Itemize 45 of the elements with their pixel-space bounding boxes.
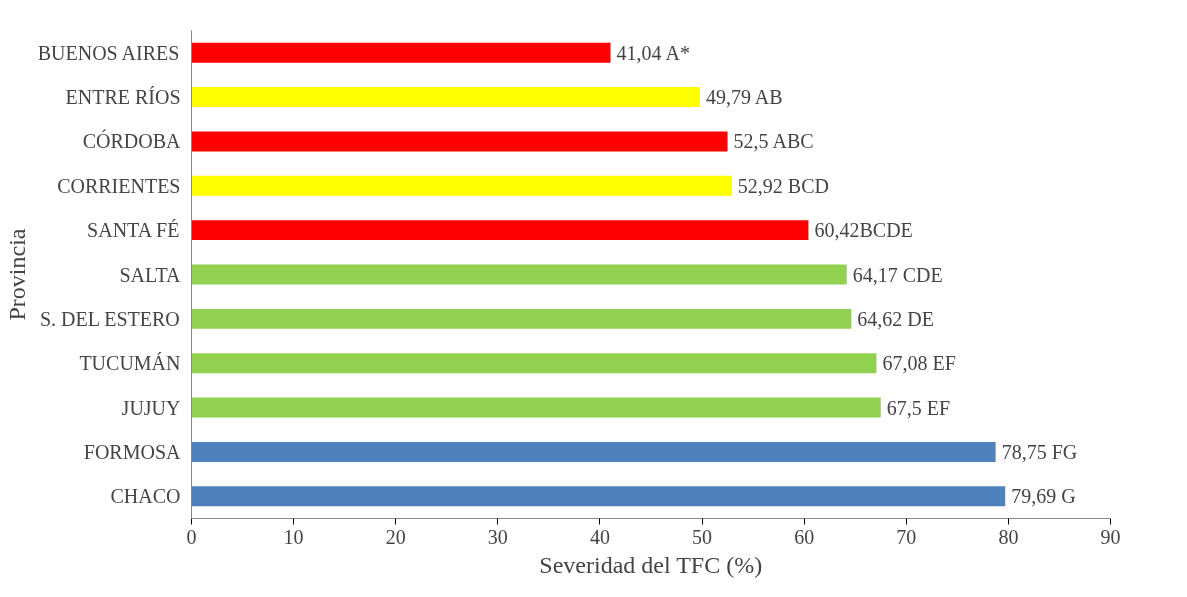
- bar: [191, 486, 1006, 507]
- y-tick-label: JUJUY: [121, 396, 181, 419]
- x-tick-label: 80: [998, 525, 1019, 548]
- bar: [191, 220, 809, 241]
- data-label: 64,62 DE: [857, 307, 935, 330]
- bar: [191, 42, 611, 63]
- bar: [191, 441, 996, 462]
- data-label: 49,79 AB: [705, 86, 783, 109]
- data-label: 79,69 G: [1011, 485, 1076, 508]
- x-tick-label: 70: [896, 525, 917, 548]
- bar: [191, 87, 700, 108]
- x-tick-label: 10: [283, 525, 304, 548]
- y-tick-label: SANTA FÉ: [87, 219, 180, 242]
- y-tick-label: TUCUMÁN: [79, 352, 181, 375]
- bar: [191, 175, 732, 196]
- x-tick-label: 20: [385, 525, 406, 548]
- x-axis-title: Severidad del TFC (%): [539, 551, 763, 578]
- y-tick-label: BUENOS AIRES: [37, 41, 180, 64]
- y-tick-label: CÓRDOBA: [82, 129, 182, 153]
- data-label: 64,17 CDE: [852, 263, 943, 286]
- y-tick-label: FORMOSA: [83, 440, 182, 463]
- y-tick-label: SALTA: [119, 263, 182, 286]
- y-tick-label: CHACO: [110, 485, 181, 508]
- y-axis-title: Provincia: [3, 228, 30, 321]
- x-tick-label: 90: [1100, 525, 1121, 548]
- data-label: 52,5 ABC: [733, 130, 814, 153]
- data-label: 67,5 EF: [886, 396, 951, 419]
- data-label: 52,92 BCD: [737, 174, 829, 197]
- y-tick-label: S. DEL ESTERO: [39, 307, 180, 330]
- x-tick-label: 40: [589, 525, 610, 548]
- data-label: 60,42BCDE: [814, 219, 913, 242]
- bar: [191, 397, 881, 418]
- bar: [191, 131, 728, 152]
- x-tick-label: 30: [487, 525, 508, 548]
- data-label: 67,08 EF: [882, 352, 956, 375]
- bar: [191, 264, 847, 285]
- y-tick-label: ENTRE RÍOS: [65, 86, 181, 109]
- data-label: 78,75 FG: [1001, 440, 1078, 463]
- x-tick-label: 50: [692, 525, 713, 548]
- y-tick-label: CORRIENTES: [57, 174, 181, 197]
- x-tick-label: 0: [186, 525, 197, 548]
- bar: [191, 353, 877, 374]
- data-label: 41,04 A*: [616, 41, 690, 64]
- x-tick-label: 60: [794, 525, 815, 548]
- bar: [191, 308, 852, 329]
